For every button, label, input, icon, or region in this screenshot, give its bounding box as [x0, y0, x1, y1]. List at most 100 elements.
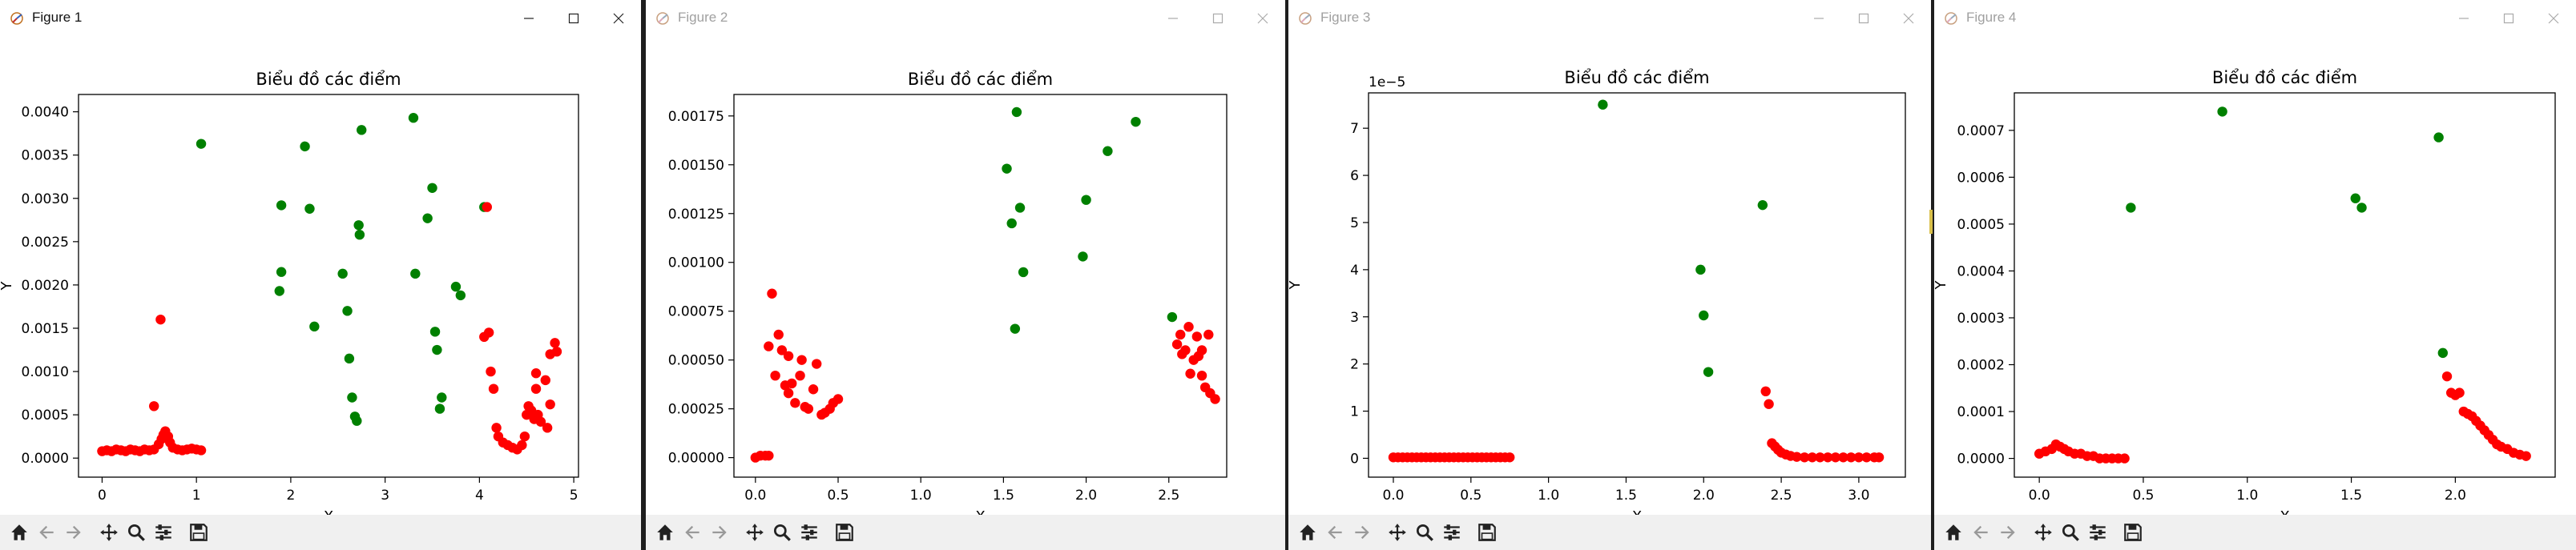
window-gap: [1285, 0, 1288, 550]
forward-button[interactable]: [1995, 519, 2021, 546]
y-tick-label: 0.0006: [1957, 170, 2005, 186]
data-point: [795, 370, 805, 381]
x-tick-label: 2.5: [1158, 488, 1179, 504]
y-axis-label: Y: [1934, 280, 1949, 291]
data-point: [304, 203, 315, 214]
title-bar[interactable]: Figure 3: [1288, 0, 1931, 37]
x-tick-label: 2.0: [2445, 488, 2466, 504]
data-point: [1203, 329, 1214, 340]
figure-window-1[interactable]: Figure 1 Biểu đồ các điểm 0 1 2 3 4 5 0.0000 0.00…: [0, 0, 641, 550]
pan-button[interactable]: [96, 519, 122, 546]
x-tick-label: 5: [570, 488, 578, 504]
data-point: [408, 112, 419, 123]
data-point: [1010, 323, 1021, 334]
back-button[interactable]: [1322, 519, 1348, 546]
data-point: [353, 220, 364, 231]
minimize-button[interactable]: [1796, 0, 1841, 37]
y-tick-label: 0.0001: [1957, 404, 2005, 420]
window-gap: [641, 0, 646, 550]
x-tick-label: 0.5: [1460, 488, 1482, 504]
zoom-button[interactable]: [123, 519, 149, 546]
data-point: [542, 423, 553, 433]
data-point: [1703, 367, 1714, 377]
back-button[interactable]: [1968, 519, 1993, 546]
data-point: [422, 213, 433, 223]
x-tick-label: 2.5: [1771, 488, 1792, 504]
back-button[interactable]: [34, 519, 59, 546]
minimize-button[interactable]: [506, 0, 551, 37]
scatter-chart[interactable]: Biểu đồ các điểm 0.0 0.5 1.0 1.5 2.0 0.0000 0.0…: [1934, 37, 2576, 515]
minimize-button[interactable]: [2441, 0, 2486, 37]
back-button[interactable]: [679, 519, 705, 546]
zoom-button[interactable]: [1412, 519, 1437, 546]
scatter-chart[interactable]: Biểu đồ các điểm 0 1 2 3 4 5 0.0000 0.0005 0.0010…: [0, 37, 641, 515]
y-tick-label: 4: [1350, 263, 1359, 279]
configure-button[interactable]: [2085, 519, 2110, 546]
data-point: [1505, 452, 1515, 463]
data-point: [1078, 251, 1088, 262]
data-point: [1171, 339, 1183, 350]
figure-window-2[interactable]: Figure 2 Biểu đồ các điểm 0.0 0.5 1.0 1.5 2.0 2…: [646, 0, 1285, 550]
data-point: [1873, 452, 1885, 463]
figure-window-4[interactable]: Figure 4 Biểu đồ các điểm 0.0 0.5 1.0 1.5 2.0 0…: [1934, 0, 2576, 550]
forward-button[interactable]: [61, 519, 87, 546]
minimize-icon: [524, 18, 534, 19]
home-button[interactable]: [1941, 519, 1966, 546]
title-bar[interactable]: Figure 4: [1934, 0, 2576, 37]
x-tick-label: 0.5: [2132, 488, 2154, 504]
forward-button[interactable]: [1349, 519, 1375, 546]
zoom-button[interactable]: [769, 519, 795, 546]
y-tick-label: 1: [1350, 404, 1359, 420]
data-point: [488, 383, 499, 394]
pan-button[interactable]: [742, 519, 768, 546]
data-point: [764, 450, 774, 461]
forward-button[interactable]: [707, 519, 732, 546]
maximize-icon: [568, 13, 579, 24]
data-point: [811, 359, 822, 369]
home-icon: [1300, 524, 1316, 540]
close-button[interactable]: [596, 0, 641, 37]
zoom-icon: [773, 524, 791, 541]
data-point: [1815, 452, 1825, 463]
close-button[interactable]: [2531, 0, 2576, 37]
zoom-button[interactable]: [2058, 519, 2083, 546]
home-button[interactable]: [1295, 519, 1320, 546]
data-point: [344, 353, 355, 364]
data-point: [783, 351, 794, 361]
pan-icon: [746, 524, 764, 541]
pan-button[interactable]: [1385, 519, 1410, 546]
y-tick-label: 0: [1350, 451, 1359, 467]
chart-title: Biểu đồ các điểm: [908, 70, 1053, 89]
pan-button[interactable]: [2030, 519, 2056, 546]
data-point: [1081, 195, 1091, 205]
scatter-chart[interactable]: Biểu đồ các điểm 0.0 0.5 1.0 1.5 2.0 2.5 0.0000…: [646, 37, 1285, 515]
maximize-button[interactable]: [551, 0, 596, 37]
title-bar[interactable]: Figure 2: [646, 0, 1285, 37]
matplotlib-icon: [1298, 11, 1312, 26]
figure-window-3[interactable]: Figure 3 Biểu đồ các điểm 0.0 0.5 1.0 1.5 2.0 2…: [1288, 0, 1931, 550]
configure-button[interactable]: [796, 519, 822, 546]
home-button[interactable]: [6, 519, 32, 546]
save-button[interactable]: [832, 519, 857, 546]
maximize-button[interactable]: [1195, 0, 1240, 37]
data-point: [1792, 452, 1802, 462]
save-button[interactable]: [1474, 519, 1500, 546]
title-bar[interactable]: Figure 1: [0, 0, 641, 37]
close-button[interactable]: [1240, 0, 1285, 37]
data-point: [276, 200, 287, 211]
scatter-chart[interactable]: Biểu đồ các điểm 0.0 0.5 1.0 1.5 2.0 2.5 3.0 0 1 2…: [1288, 37, 1931, 515]
home-button[interactable]: [652, 519, 678, 546]
close-icon: [2548, 13, 2559, 24]
minimize-button[interactable]: [1151, 0, 1195, 37]
save-button[interactable]: [2120, 519, 2146, 546]
configure-button[interactable]: [151, 519, 176, 546]
maximize-button[interactable]: [2486, 0, 2531, 37]
back-icon: [39, 525, 54, 540]
close-button[interactable]: [1886, 0, 1931, 37]
data-point: [450, 281, 462, 292]
data-point: [1210, 394, 1220, 404]
maximize-button[interactable]: [1841, 0, 1886, 37]
x-tick-label: 4: [475, 488, 484, 504]
save-button[interactable]: [186, 519, 212, 546]
configure-button[interactable]: [1439, 519, 1465, 546]
